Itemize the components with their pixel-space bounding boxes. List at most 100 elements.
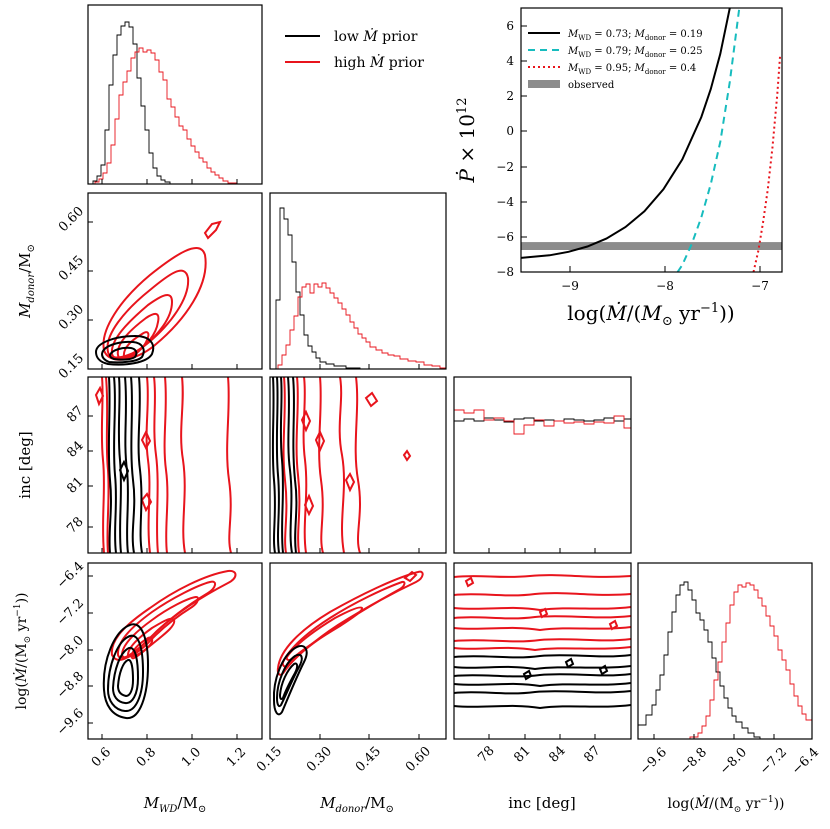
tick-inc-left-3: 87 bbox=[64, 403, 86, 425]
xlabel-inc: inc [deg] bbox=[508, 794, 575, 812]
panel-mwd-hist bbox=[88, 21, 262, 184]
mwd-hist-high bbox=[88, 47, 262, 184]
ylabel-inc: inc [deg] bbox=[16, 431, 34, 498]
tick-inc-81: 81 bbox=[511, 743, 533, 765]
panel-inc-hist-frame bbox=[453, 376, 632, 554]
legend-low-label: low Ṁ prior bbox=[334, 27, 418, 45]
inset-line-mwd079 bbox=[676, 8, 741, 272]
inset-xtick-0: −9 bbox=[561, 279, 579, 293]
tick-inc-left-1: 81 bbox=[64, 474, 86, 496]
observed-band bbox=[521, 242, 782, 250]
inset-ytick-m8: −8 bbox=[496, 265, 514, 279]
tick-mdot-left-1: −8.8 bbox=[54, 669, 87, 702]
ylabel-mdonor: Mdonor/M⊙ bbox=[16, 244, 37, 319]
inset-legend-label-1: MWD = 0.79; Mdonor = 0.25 bbox=[567, 46, 703, 59]
inset-ytick-4: 4 bbox=[506, 54, 514, 68]
panel-mdot-inc-frame bbox=[453, 562, 632, 740]
panel-mdonor-mwd-frame bbox=[87, 192, 263, 370]
contours-high-mdot-mdonor bbox=[276, 570, 424, 676]
inset-legend-swatch-observed bbox=[528, 80, 560, 88]
inset-ytick-2: 2 bbox=[506, 89, 514, 103]
panel-mwd-hist-frame bbox=[87, 4, 263, 185]
panel-mdonor-hist-frame bbox=[269, 192, 447, 370]
panel-mdot-hist-frame bbox=[637, 562, 813, 740]
contours-low-mdot-mwd bbox=[102, 623, 150, 720]
inset-legend: MWD = 0.73; Mdonor = 0.19 MWD = 0.79; Md… bbox=[528, 29, 703, 91]
panel-inc-mwd-frame bbox=[87, 376, 263, 554]
tick-mwd-1.2: 1.2 bbox=[224, 745, 249, 770]
axis-labels: MWD/M⊙ Mdonor/M⊙ inc [deg] log(Ṁ/(M⊙ yr−… bbox=[12, 244, 785, 815]
inset-legend-label-3: observed bbox=[568, 80, 615, 91]
panel-mdot-mwd bbox=[102, 569, 237, 720]
xlabel-mwd: MWD/M⊙ bbox=[143, 794, 206, 815]
ylabel-mdot: log(Ṁ/(M⊙ yr−1)) bbox=[12, 592, 33, 709]
panel-mdot-inc bbox=[454, 574, 631, 710]
inset-ytick-m2: −2 bbox=[496, 160, 514, 174]
tick-mdot-left-2: −8.0 bbox=[54, 633, 87, 666]
tick-mdot-bottom-4: −6.4 bbox=[789, 745, 822, 778]
panel-inc-mdonor-frame bbox=[269, 376, 447, 554]
mdonor-hist-high bbox=[270, 282, 446, 369]
contours-high-mdot-inc bbox=[454, 574, 631, 652]
tick-mwd-0.8: 0.8 bbox=[134, 745, 159, 770]
contours-low-inc-mdonor bbox=[271, 377, 298, 553]
inset-ytick-m4: −4 bbox=[496, 195, 514, 209]
contours-low-mdonor-mwd bbox=[94, 334, 155, 366]
inset-ticks bbox=[521, 25, 761, 272]
inset-plot: −9 −8 −7 6 4 2 0 −2 −4 −6 −8 log(Ṁ/(M⊙ y… bbox=[455, 7, 783, 329]
tick-mdot-bottom-3: −7.2 bbox=[757, 745, 790, 778]
tick-mwd-1.0: 1.0 bbox=[179, 745, 204, 770]
tick-marks bbox=[88, 179, 813, 739]
tick-mdonor-0.45: 0.45 bbox=[353, 744, 384, 775]
inset-ytick-6: 6 bbox=[506, 19, 514, 33]
contours-high-mdot-mwd bbox=[110, 569, 237, 661]
inset-xtick-2: −7 bbox=[751, 279, 769, 293]
panel-mdonor-hist bbox=[270, 207, 446, 369]
tick-mwd-0.6: 0.6 bbox=[89, 745, 114, 770]
tick-labels: 0.6 0.8 1.0 1.2 0.15 0.30 0.45 0.60 78 8… bbox=[54, 204, 822, 778]
tick-mdot-left-4: −6.4 bbox=[54, 559, 87, 592]
panel-mdot-mdonor bbox=[272, 570, 424, 716]
inset-xlabel: log(Ṁ/(M⊙ yr−1)) bbox=[567, 301, 734, 329]
mdonor-hist-low bbox=[270, 207, 446, 369]
inset-ytick-m6: −6 bbox=[496, 230, 514, 244]
contours-high-inc-mdonor bbox=[282, 377, 412, 553]
inset-ytick-0: 0 bbox=[506, 124, 514, 138]
tick-mdot-bottom-0: −9.6 bbox=[637, 745, 670, 778]
inset-xtick-1: −8 bbox=[656, 279, 674, 293]
inset-legend-label-0: MWD = 0.73; Mdonor = 0.19 bbox=[567, 29, 703, 42]
inset-legend-label-2: MWD = 0.95; Mdonor = 0.4 bbox=[567, 63, 696, 76]
contours-low-mdot-inc bbox=[454, 654, 631, 710]
tick-mdot-bottom-2: −8.0 bbox=[717, 745, 750, 778]
panel-inc-hist bbox=[454, 409, 631, 435]
tick-mdonor-left-1: 0.30 bbox=[56, 302, 87, 333]
panel-mdot-mdonor-frame bbox=[269, 562, 447, 740]
inset-frame bbox=[520, 7, 783, 273]
mdot-hist-high bbox=[638, 582, 812, 739]
tick-mdot-left-3: −7.2 bbox=[54, 596, 87, 629]
tick-mdonor-left-3: 0.60 bbox=[56, 204, 87, 235]
tick-inc-left-0: 78 bbox=[64, 514, 86, 536]
mwd-hist-low bbox=[88, 21, 262, 184]
inset-line-mwd073 bbox=[521, 8, 731, 259]
tick-mdonor-0.15: 0.15 bbox=[254, 744, 285, 775]
tick-mdonor-0.60: 0.60 bbox=[403, 744, 434, 775]
panel-mdonor-mwd bbox=[94, 220, 222, 366]
contours-low-inc-mwd bbox=[107, 377, 143, 553]
tick-inc-84: 84 bbox=[546, 743, 568, 765]
xlabel-mdot: log(Ṁ/(M⊙ yr−1)) bbox=[667, 794, 784, 815]
main-legend: low Ṁ prior high Ṁ prior bbox=[285, 27, 424, 71]
contours-high-inc-mwd bbox=[94, 377, 232, 553]
legend-high-label: high Ṁ prior bbox=[334, 53, 424, 71]
inset-line-mwd095 bbox=[752, 55, 782, 272]
tick-inc-left-2: 84 bbox=[64, 438, 86, 460]
inset-tick-labels: −9 −8 −7 6 4 2 0 −2 −4 −6 −8 bbox=[496, 19, 769, 293]
panel-inc-mwd bbox=[94, 377, 232, 553]
tick-mdonor-left-0: 0.15 bbox=[56, 351, 87, 382]
tick-inc-87: 87 bbox=[581, 743, 603, 765]
inset-ylabel: Ṗ × 1012 bbox=[455, 98, 479, 184]
xlabel-mdonor: Mdonor/M⊙ bbox=[319, 794, 394, 815]
tick-mdonor-left-2: 0.45 bbox=[56, 253, 87, 284]
inc-hist-high bbox=[454, 409, 631, 435]
